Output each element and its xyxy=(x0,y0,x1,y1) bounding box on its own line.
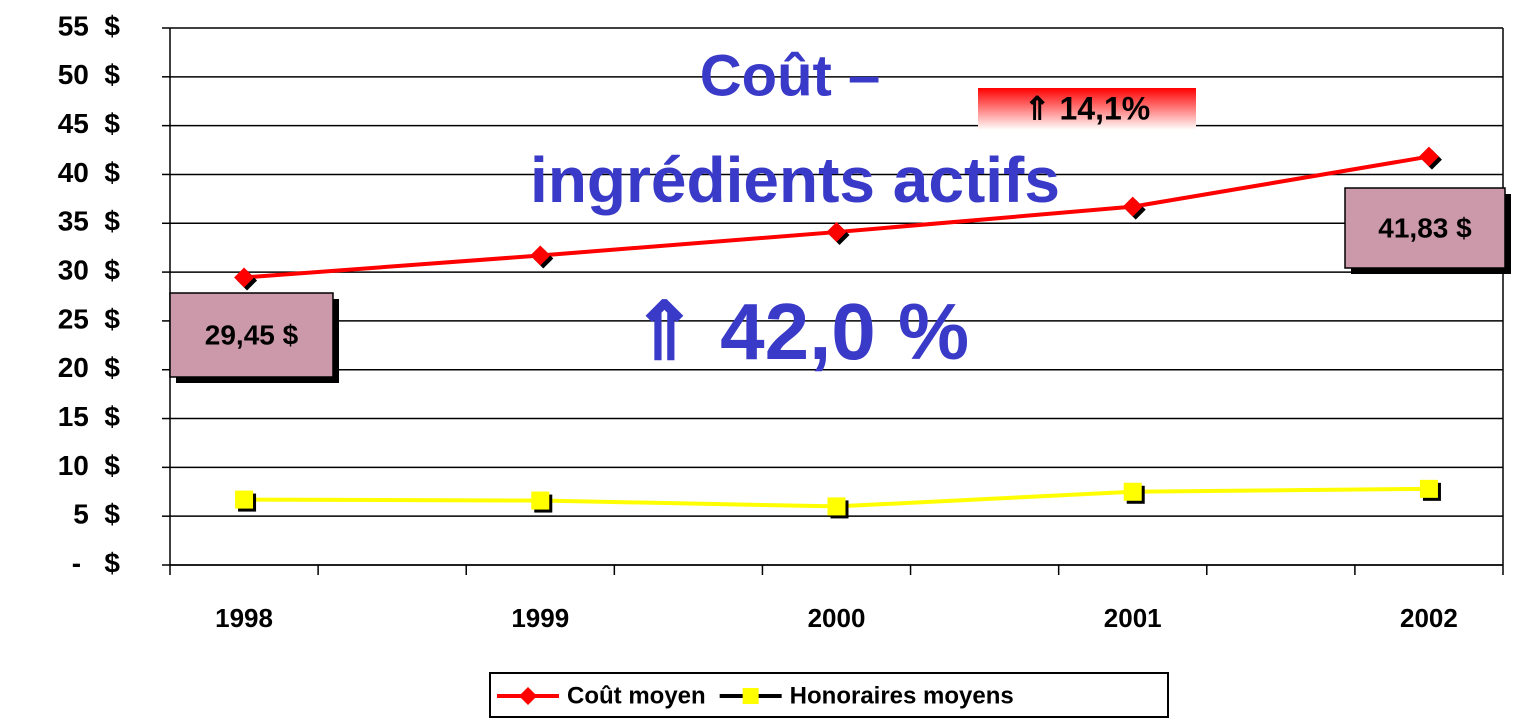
plot-area xyxy=(170,28,1503,565)
y-tick-label: 15 $ xyxy=(58,401,121,432)
y-tick-label: 25 $ xyxy=(58,303,121,334)
marker xyxy=(235,490,254,509)
y-tick-label: 30 $ xyxy=(58,254,121,285)
y-tick-label: 5 $ xyxy=(73,499,120,530)
x-tick-label: 1998 xyxy=(215,603,273,633)
label-box xyxy=(1344,187,1506,269)
x-tick-label: 2002 xyxy=(1400,603,1458,633)
marker xyxy=(531,491,550,510)
chart-title: ingrédients actifs xyxy=(530,144,1060,216)
legend-box xyxy=(489,672,1169,718)
marker xyxy=(827,497,846,516)
y-tick-label: 45 $ xyxy=(58,108,121,139)
y-tick-label: - $ xyxy=(72,547,121,578)
marker xyxy=(530,245,551,266)
marker xyxy=(1419,479,1438,498)
annotation: ⇑ 42,0 % xyxy=(631,287,969,376)
x-tick-label: 2001 xyxy=(1104,603,1162,633)
y-tick-label: 55 $ xyxy=(58,10,121,41)
marker xyxy=(826,222,847,243)
annotation-box xyxy=(978,88,1196,130)
y-tick-label: 20 $ xyxy=(58,352,121,383)
legend-marker xyxy=(742,688,759,704)
data-label: 29,45 $ xyxy=(205,319,299,350)
marker xyxy=(1122,196,1143,217)
legend-label: Coût moyen xyxy=(567,682,706,709)
y-tick-label: 35 $ xyxy=(58,206,121,237)
chart-title: Coût – xyxy=(700,43,880,108)
marker xyxy=(1418,146,1439,167)
data-label: 41,83 $ xyxy=(1378,212,1472,243)
legend-marker xyxy=(519,687,537,705)
y-tick-label: 40 $ xyxy=(58,157,121,188)
x-tick-label: 1999 xyxy=(511,603,569,633)
marker xyxy=(234,267,255,288)
y-tick-label: 10 $ xyxy=(58,450,121,481)
x-tick-label: 2000 xyxy=(808,603,866,633)
y-tick-label: 50 $ xyxy=(58,59,121,90)
label-box xyxy=(169,292,334,378)
legend-label: Honoraires moyens xyxy=(790,682,1014,709)
annotation: ⇑ 14,1% xyxy=(1024,90,1150,126)
marker xyxy=(1123,482,1142,501)
